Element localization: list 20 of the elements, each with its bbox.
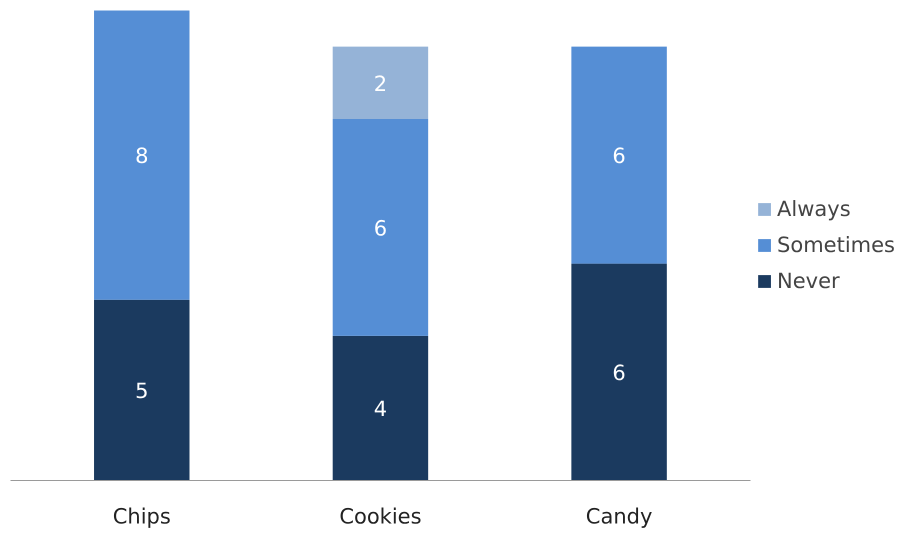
bar	[332, 46, 428, 119]
data-label: 6	[374, 216, 388, 240]
bar	[571, 264, 667, 480]
data-label: 4	[374, 397, 388, 422]
bar	[332, 336, 428, 480]
legend-label: Always	[777, 197, 851, 221]
bar	[332, 118, 428, 336]
data-label: 5	[135, 379, 148, 404]
x-tick-label: Cookies	[339, 504, 422, 528]
x-tick-label: Candy	[586, 504, 652, 528]
data-label: 6	[612, 144, 626, 168]
data-label: 2	[374, 72, 388, 96]
x-tick-label: Chips	[112, 504, 171, 528]
bar	[94, 10, 190, 300]
legend-label: Sometimes	[777, 233, 895, 257]
bar	[571, 46, 667, 264]
bar	[94, 300, 190, 480]
data-label: 6	[612, 361, 626, 386]
data-label: 8	[135, 144, 148, 168]
legend-label: Never	[777, 269, 840, 293]
